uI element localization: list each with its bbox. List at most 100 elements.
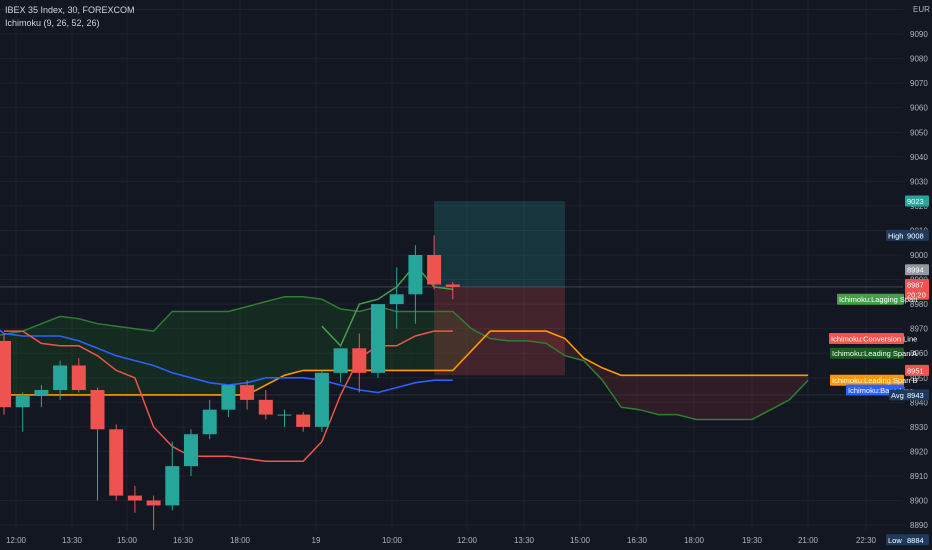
candle: [221, 385, 236, 418]
stop-price-tag-bg: [905, 364, 929, 376]
price-tick: 8960: [910, 349, 928, 358]
target-price-tag-text: 9023: [907, 197, 924, 206]
avg-price-tag: 8943: [905, 389, 929, 401]
candle: [15, 392, 30, 432]
price-tags: 9023 High 9008 8994 898720:20Ichimoku:Laggin…: [829, 195, 929, 546]
cloud-segment: [415, 311, 435, 371]
time-tick: 19:30: [742, 536, 763, 545]
avg-label-tag-bg: [889, 389, 905, 401]
time-tick: 19: [312, 536, 321, 545]
price-tick: 9090: [910, 30, 928, 39]
candle: [53, 360, 68, 400]
countdown-tag-bg: [905, 288, 929, 300]
cloud-segment: [527, 331, 547, 344]
candle: [240, 380, 255, 410]
target-price-tag-bg: [905, 195, 929, 207]
base-line-tag-text: Ichimoku:Base Line: [848, 386, 913, 395]
indicator-title[interactable]: Ichimoku (9, 26, 52, 26): [5, 18, 100, 28]
cloud-segment: [153, 311, 173, 395]
price-tick: 9030: [910, 177, 928, 186]
candle-body: [0, 340, 11, 408]
cloud-segment: [247, 301, 266, 395]
time-tick: 18:00: [684, 536, 705, 545]
high-label-tag: High: [886, 229, 905, 241]
candle: [296, 412, 311, 432]
lagging-span-tag: Ichimoku:Lagging Span: [837, 293, 917, 305]
cloud-segment: [621, 375, 640, 410]
time-tick: 21:00: [798, 536, 819, 545]
candle-body: [445, 284, 460, 287]
avg-price-tag-text: 8943: [907, 391, 924, 400]
price-tick: 9080: [910, 55, 928, 64]
symbol-title[interactable]: IBEX 35 Index, 30, FOREXCOM: [5, 5, 135, 15]
leading-span-b-tag-text: Ichimoku:Leading Span B: [832, 376, 917, 385]
last-price-tag-bg: [905, 278, 929, 290]
conversion-line-tag-bg: [829, 332, 904, 344]
candle: [202, 399, 217, 440]
candle-body: [90, 390, 105, 430]
price-tick: 8940: [910, 398, 928, 407]
price-tick: 8890: [910, 521, 928, 530]
cloud-segment: [452, 311, 472, 371]
candle-body: [258, 399, 273, 415]
high-price-tag: 9008: [905, 229, 929, 241]
cloud-segment: [22, 323, 42, 395]
time-tick: 16:30: [173, 536, 194, 545]
candle: [184, 429, 198, 476]
price-tick: 9050: [910, 128, 928, 137]
price-tick: 8920: [910, 447, 928, 456]
leading-span-a-tag: Ichimoku:Leading Span A: [830, 347, 917, 359]
cloud-segment: [209, 311, 229, 395]
conversion-line-tag-text: Ichimoku:Conversion Line: [831, 334, 917, 343]
time-tick: 10:00: [382, 536, 403, 545]
lagging-span-tag-bg: [837, 293, 904, 305]
candle: [389, 267, 404, 329]
cloud-segment: [677, 375, 696, 420]
conversion-line-tag: Ichimoku:Conversion Line: [829, 332, 917, 344]
candle-body: [352, 348, 367, 373]
lagging-span-tag-text: Ichimoku:Lagging Span: [839, 295, 917, 304]
cloud-segment: [789, 375, 809, 400]
cloud-segment: [172, 311, 191, 395]
stop-price-tag: 8951: [905, 364, 929, 376]
candle: [445, 282, 460, 300]
leading-span-b-line: [0, 330, 809, 396]
target-zone: [434, 200, 565, 287]
candle-body: [427, 255, 442, 285]
candle-body: [71, 365, 86, 391]
candle-body: [202, 409, 217, 435]
candle-body: [34, 390, 49, 395]
candle-body: [165, 466, 180, 506]
high-label-tag-text: High: [888, 231, 903, 240]
price-tick: 8970: [910, 325, 928, 334]
cloud-segment: [284, 296, 304, 376]
candle: [371, 304, 385, 378]
candles: [0, 235, 460, 540]
position-tool: [434, 200, 565, 376]
candle: [277, 409, 292, 427]
avg-price-tag-bg: [905, 389, 929, 401]
leading-span-b-tag-bg: [830, 374, 904, 386]
candle-body: [408, 255, 423, 295]
leading-span-b-tag: Ichimoku:Leading Span B: [830, 374, 917, 386]
time-tick: 12:00: [6, 536, 27, 545]
candle: [127, 485, 142, 513]
candle-body: [53, 365, 68, 391]
time-tick: 18:00: [230, 536, 251, 545]
candle-body: [127, 495, 142, 501]
candle-body: [221, 385, 236, 410]
countdown-tag: 20:20: [905, 288, 929, 300]
cloud-segment: [265, 296, 285, 386]
stop-price-tag-text: 8951: [907, 366, 924, 375]
candle: [34, 385, 49, 408]
candle: [314, 370, 329, 432]
low-label-tag-text: Low: [888, 536, 902, 545]
time-tick: 13:30: [514, 536, 535, 545]
low-label-tag: Low: [886, 534, 905, 546]
price-tick: 9070: [910, 79, 928, 88]
countdown-tag-text: 20:20: [907, 290, 926, 299]
cloud-segment: [508, 331, 528, 341]
candle-body: [277, 414, 292, 416]
